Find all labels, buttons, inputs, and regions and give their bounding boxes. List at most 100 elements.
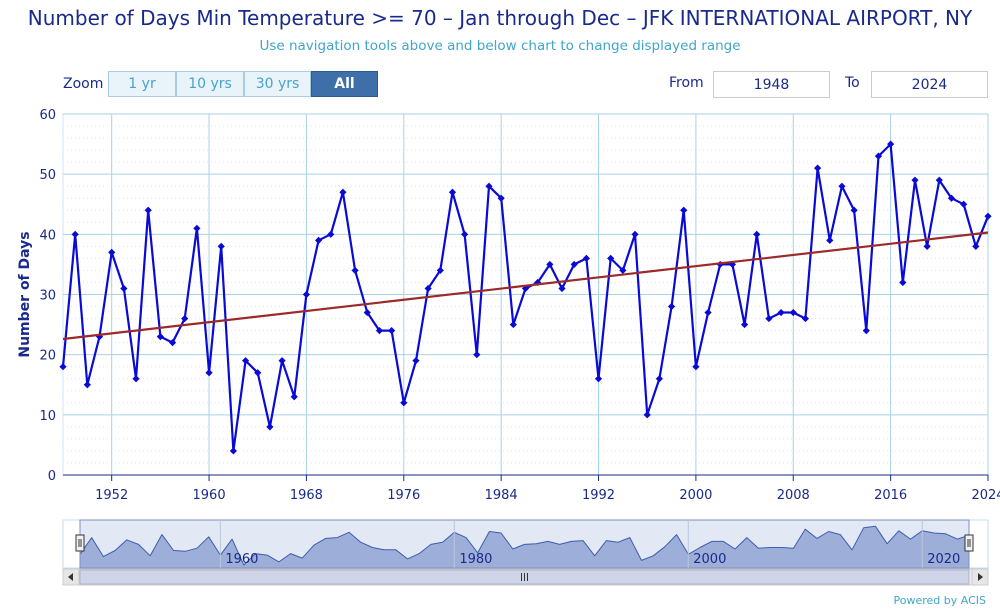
data-point[interactable] [582,254,590,262]
chart-title: Number of Days Min Temperature >= 70 – J… [27,6,973,30]
data-point[interactable] [205,369,213,377]
data-point[interactable] [960,200,968,208]
data-point[interactable] [351,266,359,275]
data-point[interactable] [71,230,79,238]
data-point[interactable] [984,212,992,220]
data-point[interactable] [193,224,201,232]
data-point[interactable] [521,284,530,293]
data-point[interactable] [509,320,517,329]
to-label: To [845,75,860,91]
zoom-10yrs-button[interactable]: 10 yrs [176,71,244,97]
data-point[interactable] [217,242,225,250]
navigator-tick-label: 1980 [459,552,492,567]
x-tick-label: 1968 [290,488,323,503]
data-point[interactable] [108,248,116,256]
data-point[interactable] [132,375,140,383]
data-point[interactable] [156,333,164,341]
data-point[interactable] [558,284,566,293]
data-point[interactable] [59,363,67,371]
data-point[interactable] [327,230,335,238]
chart-subtitle: Use navigation tools above and below cha… [259,38,741,54]
data-point[interactable] [862,327,870,335]
data-point[interactable] [339,188,347,196]
data-point[interactable] [826,236,834,244]
data-point[interactable] [692,363,700,371]
data-point[interactable] [765,314,773,323]
y-tick-label: 60 [39,108,56,123]
data-point[interactable] [83,381,91,389]
y-tick-label: 20 [39,349,56,364]
to-input[interactable] [871,71,988,98]
scroll-right-arrow-icon [978,573,983,581]
data-point[interactable] [655,375,663,383]
data-point[interactable] [424,284,432,293]
navigator[interactable]: 1960 1980 2000 2020 [62,519,989,586]
data-point[interactable] [680,206,688,214]
data-point[interactable] [777,308,785,317]
y-tick-label: 0 [48,469,56,484]
data-point[interactable] [144,206,152,214]
data-point[interactable] [229,447,237,455]
data-point[interactable] [789,308,797,317]
data-point[interactable] [181,314,189,323]
x-tick-label: 1960 [193,488,226,503]
zoom-1yr-button[interactable]: 1 yr [108,71,176,97]
data-point[interactable] [400,399,408,407]
data-point[interactable] [278,357,286,365]
data-point[interactable] [570,260,578,269]
data-point[interactable] [753,230,761,238]
data-point[interactable] [850,206,858,214]
data-point[interactable] [874,152,883,160]
data-point[interactable] [266,423,274,431]
y-tick-label: 40 [39,228,56,243]
x-tick-label: 2000 [679,488,712,503]
data-point[interactable] [923,242,931,250]
data-point[interactable] [631,230,639,238]
data-point[interactable] [619,266,627,275]
data-point[interactable] [838,182,846,190]
from-input[interactable] [713,71,830,98]
data-point[interactable] [667,302,676,311]
data-point[interactable] [254,369,262,377]
scroll-left-arrow-icon [68,573,73,581]
data-point[interactable] [302,290,311,299]
data-point[interactable] [168,339,177,347]
zoom-all-button[interactable]: All [311,71,378,97]
navigator-tick-label: 1960 [225,552,258,567]
data-point[interactable] [497,194,505,202]
credit-text: Powered by ACIS [893,594,987,607]
data-point[interactable] [643,411,651,419]
series-group [59,140,992,455]
data-point[interactable] [899,278,907,287]
data-point[interactable] [120,284,128,293]
y-axis-ticks: 0 10 20 30 40 50 60 [39,108,56,484]
data-point[interactable] [887,140,895,148]
data-point[interactable] [594,375,603,383]
series-line [61,142,990,452]
data-point[interactable] [412,357,420,365]
data-point[interactable] [972,242,980,250]
data-point[interactable] [485,182,493,190]
data-point[interactable] [704,308,712,317]
data-point[interactable] [448,188,457,196]
data-point[interactable] [740,320,749,329]
data-point[interactable] [473,351,481,359]
x-tick-label: 1952 [95,488,128,503]
navigator-selection[interactable] [79,519,970,569]
data-point[interactable] [911,176,919,184]
navigator-left-handle[interactable] [75,534,85,552]
data-point[interactable] [314,236,323,244]
x-tick-label: 1984 [485,488,518,503]
data-point[interactable] [241,357,250,365]
data-point[interactable] [801,314,810,323]
zoom-label: Zoom [63,76,104,92]
data-point[interactable] [290,393,298,401]
data-point[interactable] [363,308,371,317]
data-point[interactable] [388,327,396,335]
data-point[interactable] [461,230,469,238]
navigator-right-handle[interactable] [964,534,974,552]
y-tick-label: 10 [39,409,56,424]
data-point[interactable] [947,194,956,202]
zoom-30yrs-button[interactable]: 30 yrs [244,71,311,97]
data-point[interactable] [814,164,822,172]
